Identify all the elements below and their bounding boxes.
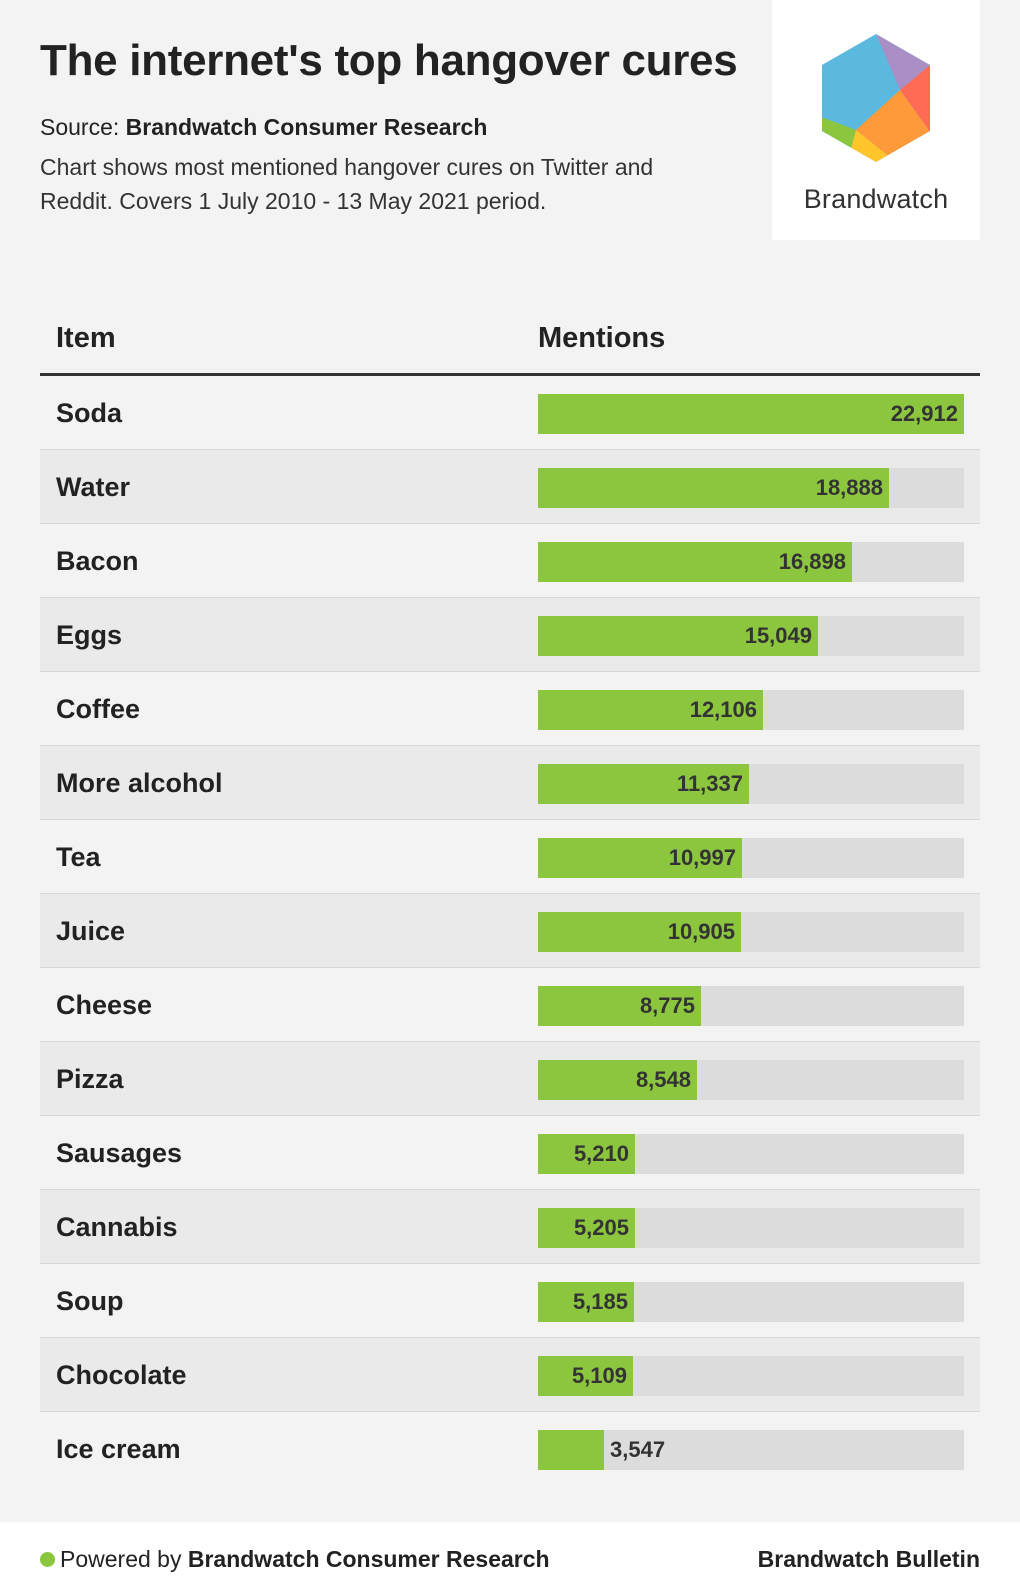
bar-value-label: 3,547 bbox=[610, 1437, 666, 1462]
bar-value-label: 15,049 bbox=[744, 623, 812, 648]
bar-value-label: 5,205 bbox=[573, 1215, 629, 1240]
item-label: Soda bbox=[56, 398, 123, 428]
bar bbox=[538, 468, 889, 508]
table-row: Ice cream 3,547 bbox=[40, 1412, 980, 1486]
bar bbox=[538, 1430, 604, 1470]
mentions-table: Item Mentions Soda 22,912 Water 18,888 Bacon… bbox=[40, 300, 980, 1486]
bar-track: 5,109 bbox=[538, 1356, 964, 1396]
brandwatch-bulletin: Brandwatch Bulletin bbox=[757, 1546, 980, 1572]
table-row: Juice 10,905 bbox=[40, 894, 980, 968]
bar-track: 5,210 bbox=[538, 1134, 964, 1174]
table-header: Item Mentions bbox=[40, 300, 980, 376]
bar bbox=[538, 1356, 633, 1396]
bar-value-label: 16,898 bbox=[778, 549, 846, 574]
footer: Powered by Brandwatch Consumer Research … bbox=[0, 1522, 1020, 1594]
item-label: Soup bbox=[56, 1286, 124, 1316]
bar bbox=[538, 986, 701, 1026]
green-dot-icon bbox=[40, 1552, 55, 1567]
bar-track: 22,912 bbox=[538, 394, 964, 434]
bar-track: 16,898 bbox=[538, 542, 964, 582]
bar-value-label: 22,912 bbox=[890, 401, 958, 426]
source-line: Source: Brandwatch Consumer Research bbox=[40, 114, 487, 141]
bar bbox=[538, 1134, 635, 1174]
bar-track: 10,997 bbox=[538, 838, 964, 878]
bar bbox=[538, 764, 749, 804]
bar-value-label: 5,185 bbox=[572, 1289, 628, 1314]
table-row: Tea 10,997 bbox=[40, 820, 980, 894]
bar-value-label: 18,888 bbox=[815, 475, 883, 500]
table-row: Cannabis 5,205 bbox=[40, 1190, 980, 1264]
table-row: Chocolate 5,109 bbox=[40, 1338, 980, 1412]
bar bbox=[538, 1060, 697, 1100]
bar-track: 5,205 bbox=[538, 1208, 964, 1248]
table-row: Cheese 8,775 bbox=[40, 968, 980, 1042]
item-label: Sausages bbox=[56, 1138, 183, 1168]
bar bbox=[538, 616, 818, 656]
item-label: Chocolate bbox=[56, 1360, 187, 1390]
table-body: Soda 22,912 Water 18,888 Bacon 16,898 Eggs 15,0… bbox=[40, 376, 980, 1486]
powered-by: Powered by Brandwatch Consumer Research bbox=[60, 1546, 550, 1573]
bar bbox=[538, 394, 964, 434]
bar-value-label: 12,106 bbox=[689, 697, 757, 722]
bar-value-label: 5,109 bbox=[571, 1363, 627, 1388]
bar bbox=[538, 690, 763, 730]
table-row: Coffee 12,106 bbox=[40, 672, 980, 746]
bar-track: 18,888 bbox=[538, 468, 964, 508]
bar-track: 12,106 bbox=[538, 690, 964, 730]
bar-value-label: 10,905 bbox=[667, 919, 735, 944]
brandwatch-logo: Brandwatch bbox=[772, 0, 980, 240]
item-label: Water bbox=[56, 472, 131, 502]
table-row: Soup 5,185 bbox=[40, 1264, 980, 1338]
bar-track: 3,547 bbox=[538, 1430, 964, 1470]
bar-value-label: 5,210 bbox=[573, 1141, 629, 1166]
item-label: Bacon bbox=[56, 546, 139, 576]
table-row: Eggs 15,049 bbox=[40, 598, 980, 672]
brandwatch-logo-text: Brandwatch bbox=[803, 184, 949, 214]
source-name: Brandwatch Consumer Research bbox=[125, 114, 488, 140]
table-row: Pizza 8,548 bbox=[40, 1042, 980, 1116]
bar-value-label: 8,775 bbox=[639, 993, 695, 1018]
powered-name: Brandwatch Consumer Research bbox=[187, 1546, 550, 1572]
item-label: Coffee bbox=[56, 694, 141, 724]
item-label: Cheese bbox=[56, 990, 153, 1020]
table-row: Water 18,888 bbox=[40, 450, 980, 524]
brandwatch-hexagon-icon bbox=[822, 34, 930, 162]
chart-description: Chart shows most mentioned hangover cure… bbox=[40, 154, 654, 214]
bar-track: 10,905 bbox=[538, 912, 964, 952]
item-label: Ice cream bbox=[56, 1434, 181, 1464]
item-label: Eggs bbox=[56, 620, 123, 650]
bar bbox=[538, 1282, 634, 1322]
table-row: Bacon 16,898 bbox=[40, 524, 980, 598]
bar-track: 11,337 bbox=[538, 764, 964, 804]
bar-track: 5,185 bbox=[538, 1282, 964, 1322]
bar bbox=[538, 912, 741, 952]
bar bbox=[538, 542, 852, 582]
bar-track: 8,548 bbox=[538, 1060, 964, 1100]
bar-value-label: 11,337 bbox=[676, 771, 743, 796]
table-row: More alcohol 11,337 bbox=[40, 746, 980, 820]
bar bbox=[538, 838, 742, 878]
item-label: Cannabis bbox=[56, 1212, 178, 1242]
bar-track: 8,775 bbox=[538, 986, 964, 1026]
column-header-mentions: Mentions bbox=[538, 322, 666, 354]
item-label: Tea bbox=[56, 842, 101, 872]
item-label: Pizza bbox=[56, 1064, 124, 1094]
powered-prefix: Powered by bbox=[60, 1546, 182, 1572]
chart-title: The internet's top hangover cures bbox=[40, 36, 738, 85]
table-row: Soda 22,912 bbox=[40, 376, 980, 450]
table-row: Sausages 5,210 bbox=[40, 1116, 980, 1190]
item-label: Juice bbox=[56, 916, 126, 946]
item-label: More alcohol bbox=[56, 768, 223, 798]
bar-value-label: 8,548 bbox=[635, 1067, 691, 1092]
column-header-item: Item bbox=[56, 322, 116, 354]
bar bbox=[538, 1208, 635, 1248]
source-prefix: Source: bbox=[40, 114, 120, 140]
bar-track: 15,049 bbox=[538, 616, 964, 656]
bar-value-label: 10,997 bbox=[668, 845, 736, 870]
